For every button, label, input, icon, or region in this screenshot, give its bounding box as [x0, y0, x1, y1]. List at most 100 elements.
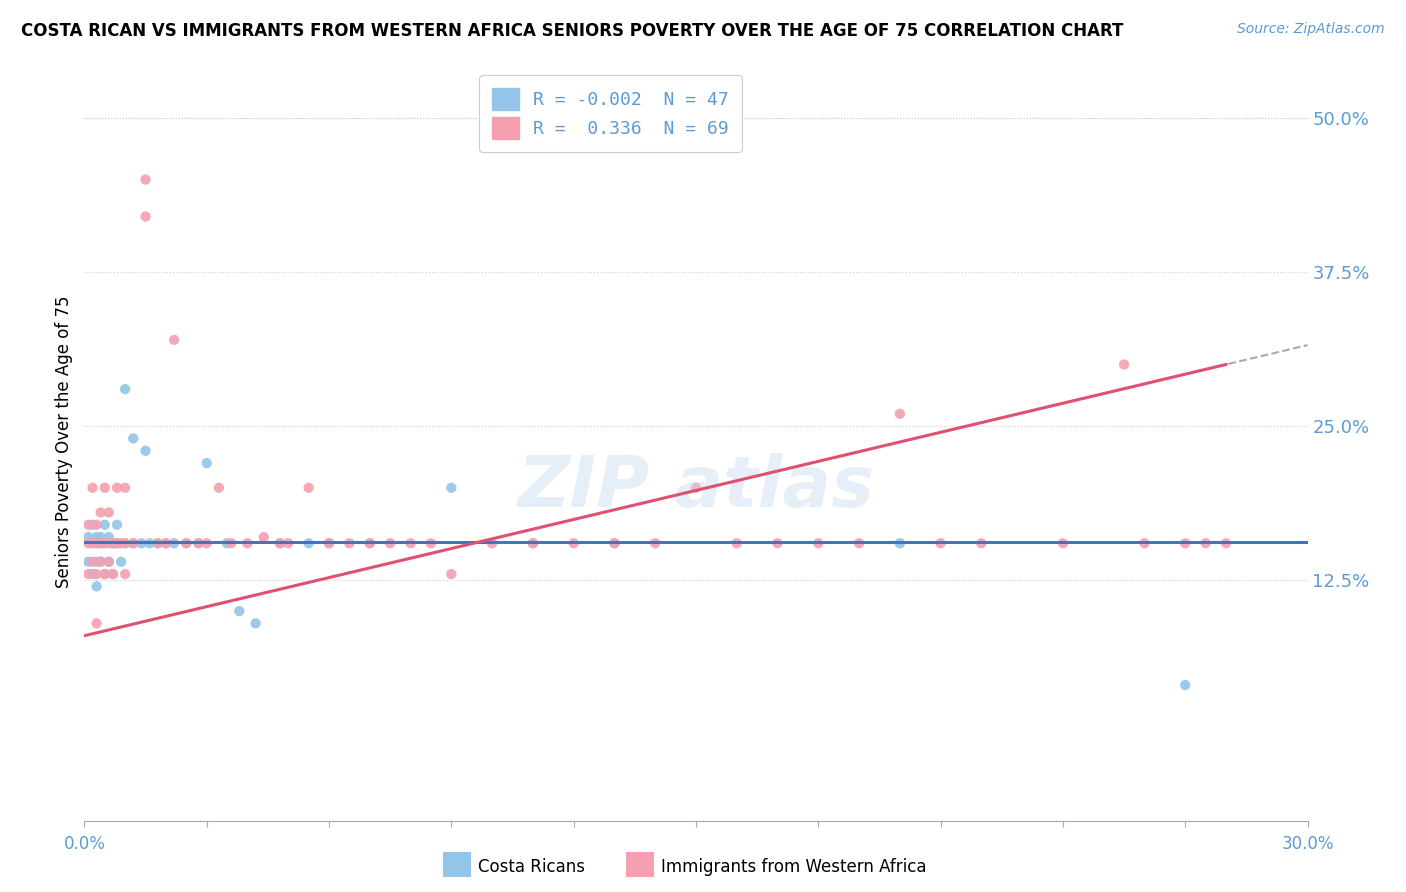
Point	[277, 536, 299, 550]
Point	[114, 536, 136, 550]
Point	[93, 567, 115, 582]
Point	[163, 536, 186, 550]
Point	[101, 567, 124, 582]
Point	[187, 536, 209, 550]
Point	[105, 536, 128, 550]
Point	[77, 536, 100, 550]
Text: 0.0%: 0.0%	[63, 836, 105, 854]
Point	[195, 456, 218, 470]
Point	[155, 536, 177, 550]
Point	[970, 536, 993, 550]
Y-axis label: Seniors Poverty Over the Age of 75: Seniors Poverty Over the Age of 75	[55, 295, 73, 588]
Point	[1114, 358, 1136, 372]
Point	[82, 536, 104, 550]
Point	[93, 567, 115, 582]
Point	[105, 481, 128, 495]
Point	[522, 536, 544, 550]
Point	[97, 555, 120, 569]
Point	[420, 536, 443, 550]
Point	[101, 536, 124, 550]
Point	[114, 481, 136, 495]
Point	[105, 517, 128, 532]
Point	[86, 517, 108, 532]
Point	[122, 536, 145, 550]
Point	[236, 536, 259, 550]
Point	[97, 555, 120, 569]
Point	[1133, 536, 1156, 550]
Point	[101, 536, 124, 550]
Point	[93, 481, 115, 495]
Point	[174, 536, 197, 550]
Point	[90, 505, 112, 519]
Point	[86, 555, 108, 569]
Point	[219, 536, 242, 550]
Point	[77, 555, 100, 569]
Point	[208, 481, 231, 495]
Point	[77, 517, 100, 532]
Point	[86, 536, 108, 550]
Point	[1215, 536, 1237, 550]
Point	[131, 536, 153, 550]
Point	[174, 536, 197, 550]
Point	[245, 616, 267, 631]
Point	[86, 579, 108, 593]
Point	[122, 432, 145, 446]
Point	[90, 536, 112, 550]
Point	[187, 536, 209, 550]
Point	[97, 536, 120, 550]
Point	[122, 536, 145, 550]
Point	[848, 536, 870, 550]
Point	[253, 530, 276, 544]
Text: ZIP atlas: ZIP atlas	[517, 452, 875, 522]
Point	[146, 536, 169, 550]
Point	[93, 536, 115, 550]
Point	[135, 210, 157, 224]
Point	[522, 536, 544, 550]
Point	[359, 536, 381, 550]
Point	[86, 616, 108, 631]
Point	[440, 481, 463, 495]
Point	[77, 530, 100, 544]
Point	[562, 536, 585, 550]
Point	[359, 536, 381, 550]
Point	[318, 536, 340, 550]
Point	[105, 536, 128, 550]
Point	[1052, 536, 1074, 550]
Point	[1195, 536, 1218, 550]
Point	[889, 536, 911, 550]
Point	[269, 536, 291, 550]
Point	[1174, 678, 1197, 692]
Point	[82, 517, 104, 532]
Point	[90, 530, 112, 544]
Point	[889, 407, 911, 421]
Point	[82, 567, 104, 582]
Point	[269, 536, 291, 550]
Point	[155, 536, 177, 550]
Point	[82, 481, 104, 495]
Point	[481, 536, 503, 550]
Point	[135, 172, 157, 186]
Point	[298, 536, 321, 550]
Point	[146, 536, 169, 550]
Point	[228, 604, 250, 618]
Point	[195, 536, 218, 550]
Point	[603, 536, 626, 550]
Point	[725, 536, 748, 550]
Text: 30.0%: 30.0%	[1281, 836, 1334, 854]
Point	[807, 536, 830, 550]
Text: COSTA RICAN VS IMMIGRANTS FROM WESTERN AFRICA SENIORS POVERTY OVER THE AGE OF 75: COSTA RICAN VS IMMIGRANTS FROM WESTERN A…	[21, 22, 1123, 40]
Point	[93, 536, 115, 550]
Point	[685, 481, 707, 495]
Point	[77, 567, 100, 582]
Point	[217, 536, 239, 550]
Point	[318, 536, 340, 550]
Point	[90, 536, 112, 550]
Point	[82, 536, 104, 550]
Point	[298, 481, 321, 495]
Legend: R = -0.002  N = 47, R =  0.336  N = 69: R = -0.002 N = 47, R = 0.336 N = 69	[479, 75, 741, 152]
Point	[440, 567, 463, 582]
Point	[90, 555, 112, 569]
Point	[86, 530, 108, 544]
Point	[86, 567, 108, 582]
Point	[138, 536, 160, 550]
